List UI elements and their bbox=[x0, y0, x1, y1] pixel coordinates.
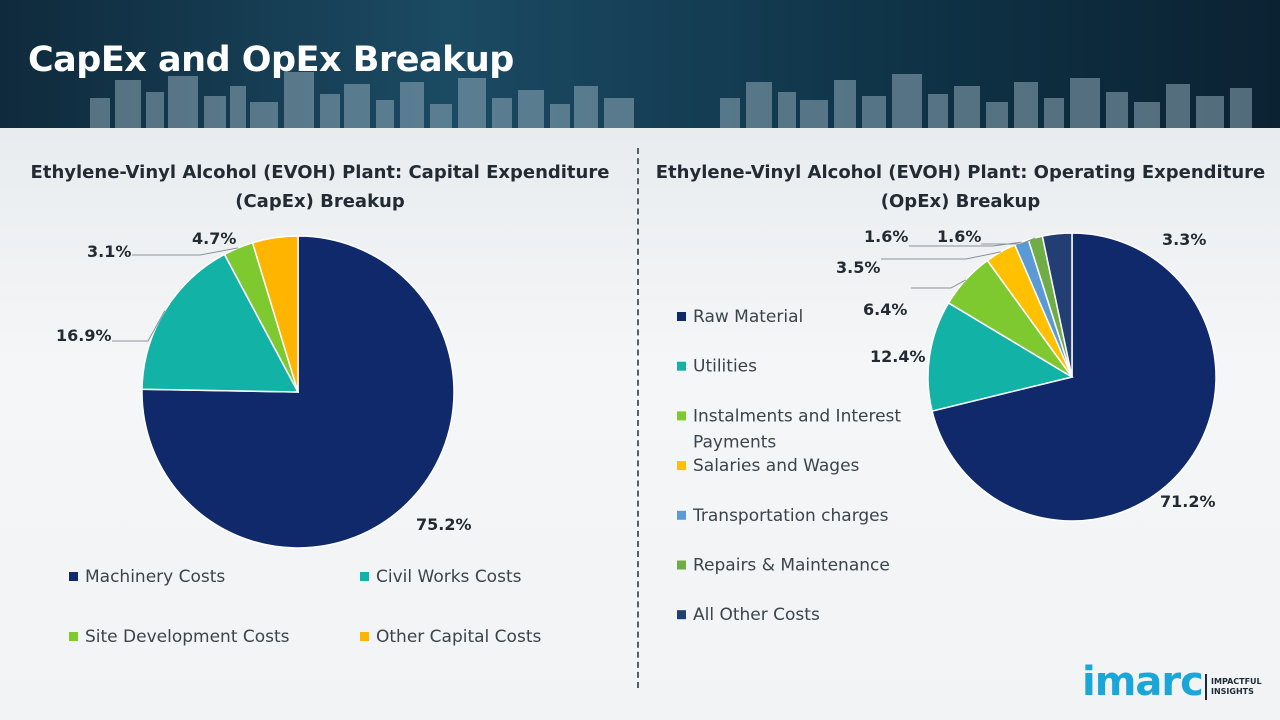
opex-legend-label-4: Transportation charges bbox=[692, 506, 889, 526]
opex-chart-title: Ethylene-Vinyl Alcohol (EVOH) Plant: Ope… bbox=[641, 158, 1280, 216]
capex-slice-0 bbox=[141, 235, 455, 549]
opex-data-label-5: 1.6% bbox=[937, 227, 981, 246]
capex-data-label-3: 4.7% bbox=[192, 229, 236, 248]
capex-legend-label-3: Other Capital Costs bbox=[376, 627, 541, 647]
capex-legend-label-1: Civil Works Costs bbox=[376, 567, 522, 587]
capex-data-label-2: 3.1% bbox=[87, 242, 131, 261]
capex-leader-line-2 bbox=[132, 247, 239, 256]
opex-legend-marker-3 bbox=[677, 461, 686, 471]
brand-tagline: IMPACTFUL INSIGHTS bbox=[1211, 677, 1262, 696]
opex-legend-label-0: Raw Material bbox=[693, 307, 803, 327]
opex-data-label-6: 3.3% bbox=[1162, 230, 1206, 249]
capex-title-line-2: (CapEx) Breakup bbox=[235, 191, 405, 212]
opex-data-label-0: 71.2% bbox=[1160, 492, 1216, 511]
header-banner: CapEx and OpEx Breakup bbox=[0, 0, 1280, 128]
opex-legend-label-3: Salaries and Wages bbox=[693, 456, 860, 476]
page-title: CapEx and OpEx Breakup bbox=[28, 40, 514, 80]
opex-leader-line-4 bbox=[909, 241, 1022, 247]
opex-legend-marker-4 bbox=[677, 510, 686, 520]
capex-legend-label-0: Machinery Costs bbox=[85, 567, 225, 587]
opex-legend-label-1: Utilities bbox=[693, 357, 757, 377]
capex-legend-marker-0 bbox=[69, 572, 78, 581]
brand-separator bbox=[1205, 674, 1207, 700]
capex-panel: Ethylene-Vinyl Alcohol (EVOH) Plant: Cap… bbox=[0, 128, 640, 720]
opex-leader-line-3 bbox=[881, 251, 1001, 260]
capex-slice-3 bbox=[251, 235, 299, 393]
opex-slice-0 bbox=[931, 232, 1217, 522]
capex-data-label-0: 75.2% bbox=[416, 515, 472, 534]
opex-legend-label-2-line-1: Payments bbox=[693, 432, 776, 452]
opex-data-label-2: 6.4% bbox=[863, 300, 907, 319]
capex-chart-title: Ethylene-Vinyl Alcohol (EVOH) Plant: Cap… bbox=[0, 158, 640, 216]
opex-legend-marker-2 bbox=[677, 411, 686, 421]
capex-legend-marker-1 bbox=[360, 572, 369, 581]
capex-title-line-1: Ethylene-Vinyl Alcohol (EVOH) Plant: Cap… bbox=[30, 162, 610, 183]
capex-pie-chart: 75.2% 16.9% 3.1% 4.7% Machinery Costs Civil W… bbox=[56, 229, 541, 647]
brand-logo: imarc IMPACTFUL INSIGHTS bbox=[1082, 660, 1272, 706]
opex-slice-6 bbox=[1041, 232, 1073, 378]
opex-legend-marker-1 bbox=[677, 361, 686, 371]
opex-data-label-1: 12.4% bbox=[870, 347, 926, 366]
opex-pie-chart: 71.2% 12.4% 6.4% 3.5% 1.6% 1.6% 3.3% Raw Materi… bbox=[677, 227, 1217, 625]
brand-name: imarc bbox=[1082, 659, 1204, 705]
opex-data-label-4: 1.6% bbox=[864, 227, 908, 246]
opex-legend-label-2-line-0: Instalments and Interest bbox=[693, 406, 901, 426]
opex-legend-marker-0 bbox=[677, 312, 686, 321]
opex-legend-marker-5 bbox=[677, 560, 686, 570]
opex-leader-line-2 bbox=[911, 279, 967, 289]
opex-title-line-1: Ethylene-Vinyl Alcohol (EVOH) Plant: Ope… bbox=[655, 162, 1266, 183]
opex-legend-marker-6 bbox=[677, 610, 686, 620]
panel-divider bbox=[637, 148, 639, 688]
opex-data-label-3: 3.5% bbox=[836, 258, 880, 277]
opex-legend-label-5: Repairs & Maintenance bbox=[693, 556, 890, 576]
capex-legend-label-2: Site Development Costs bbox=[85, 627, 290, 647]
skyline-graphic bbox=[90, 72, 1252, 128]
capex-data-label-1: 16.9% bbox=[56, 326, 112, 345]
capex-legend-marker-3 bbox=[360, 632, 369, 641]
opex-legend-label-6: All Other Costs bbox=[693, 605, 820, 625]
capex-legend-marker-2 bbox=[69, 632, 78, 641]
opex-leader-line-5 bbox=[981, 237, 1036, 245]
capex-leader-line-1 bbox=[112, 310, 166, 342]
opex-slice-1 bbox=[927, 301, 1074, 412]
opex-title-line-2: (OpEx) Breakup bbox=[880, 191, 1041, 212]
opex-panel: Ethylene-Vinyl Alcohol (EVOH) Plant: Ope… bbox=[641, 128, 1280, 720]
